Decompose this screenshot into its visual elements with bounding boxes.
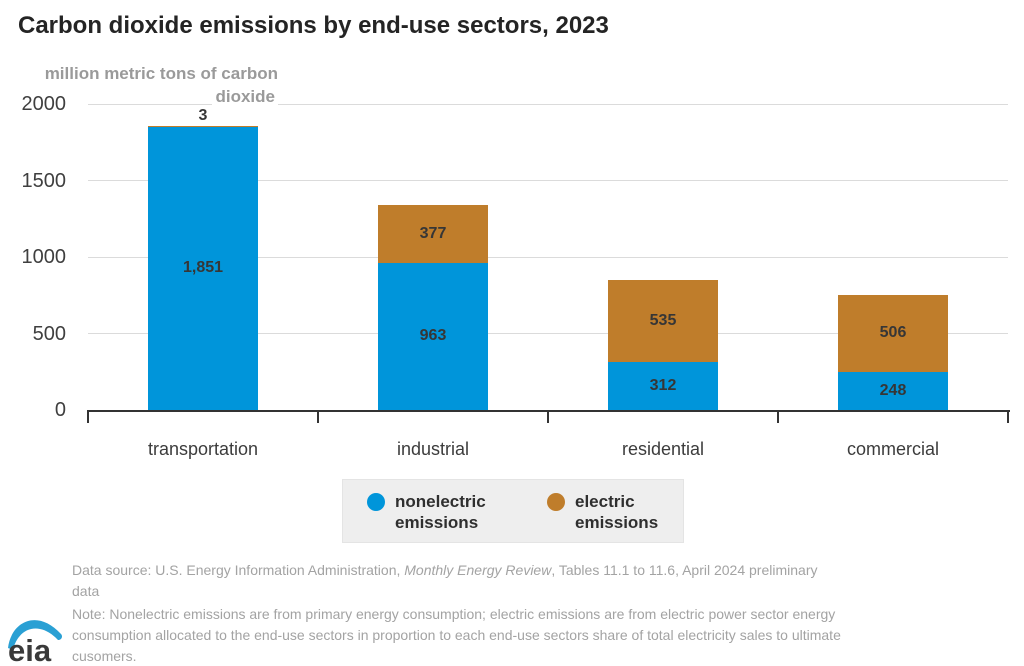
bar-value-label: 3	[198, 107, 208, 125]
eia-logo: eia	[5, 607, 65, 666]
bar-segment-electric	[378, 204, 488, 263]
x-axis-line	[88, 410, 1010, 412]
gridline	[88, 333, 1008, 334]
gridline	[88, 256, 1008, 258]
bar-value-label: 377	[419, 224, 447, 242]
note-line1: Note: Nonelectric emissions are from pri…	[72, 606, 836, 622]
note-text: Note: Nonelectric emissions are from pri…	[72, 604, 841, 666]
footer: Data source: U.S. Energy Information Adm…	[72, 560, 841, 666]
bar-segment-electric	[148, 126, 258, 127]
x-axis-category-label: commercial	[846, 439, 939, 459]
bar-segment-nonelectric	[378, 262, 488, 410]
gridline	[88, 180, 1008, 181]
data-source-text: Data source: U.S. Energy Information Adm…	[72, 560, 841, 602]
x-axis-tick	[547, 410, 549, 423]
data-source-suffix: , Tables 11.1 to 11.6, April 2024 prelim…	[551, 562, 818, 578]
bar-value-label: 312	[649, 377, 677, 395]
note-line3: cusomers.	[72, 648, 137, 664]
data-source-prefix: Data source: U.S. Energy Information Adm…	[72, 562, 405, 578]
nonelectric-swatch-icon	[367, 493, 385, 511]
legend-item-electric: electric emissions	[547, 491, 693, 533]
y-axis-unit-line1: million metric tons of carbon	[44, 64, 278, 83]
electric-swatch-icon	[547, 493, 565, 511]
bar-value-label: 535	[649, 312, 677, 330]
bar-segment-nonelectric	[608, 362, 718, 410]
bar-segment-electric	[608, 280, 718, 363]
bar-value-label: 1,851	[182, 259, 224, 277]
eia-logo-text: eia	[8, 633, 52, 665]
y-axis-tick-label: 1000	[21, 246, 67, 268]
x-axis-tick	[317, 410, 319, 423]
eia-swoosh-icon	[8, 620, 62, 650]
gridline	[88, 103, 1008, 105]
y-axis-tick-label: 1500	[21, 169, 67, 192]
data-source-line2: data	[72, 583, 100, 599]
legend: nonelectric emissions electric emissions	[342, 479, 684, 543]
x-axis-category-label: residential	[621, 439, 705, 459]
y-axis-tick-label: 500	[32, 322, 66, 345]
y-axis-unit-line2: dioxide	[212, 87, 278, 106]
x-axis-category-label: industrial	[396, 439, 470, 459]
data-source-publication: Monthly Energy Review	[404, 562, 552, 578]
bar-segment-electric	[838, 294, 948, 373]
bar-value-label: 963	[419, 327, 447, 345]
chart-title: Carbon dioxide emissions by end-use sect…	[18, 12, 609, 39]
eia-logo-graphic: eia	[8, 620, 62, 666]
y-axis-unit-line2-wrap: dioxide	[0, 85, 278, 108]
x-axis-category-label: transportation	[147, 439, 259, 459]
bar-value-label: 248	[879, 382, 907, 400]
y-axis-tick-label: 2000	[21, 93, 67, 115]
y-axis-tick-label: 0	[54, 399, 66, 421]
x-axis-tick	[87, 410, 89, 423]
bar-value-label: 506	[879, 324, 907, 342]
note-line2: consumption allocated to the end-use sec…	[72, 627, 841, 643]
bar-segment-nonelectric	[148, 126, 258, 410]
y-axis-unit-label: million metric tons of carbon dioxide	[0, 62, 278, 108]
x-axis-tick	[777, 410, 779, 423]
bar-segment-nonelectric	[838, 372, 948, 410]
x-axis-tick	[1007, 410, 1009, 423]
legend-label-nonelectric: nonelectric emissions	[395, 492, 486, 532]
legend-item-nonelectric: nonelectric emissions	[367, 491, 513, 533]
legend-label-electric: electric emissions	[575, 492, 659, 532]
